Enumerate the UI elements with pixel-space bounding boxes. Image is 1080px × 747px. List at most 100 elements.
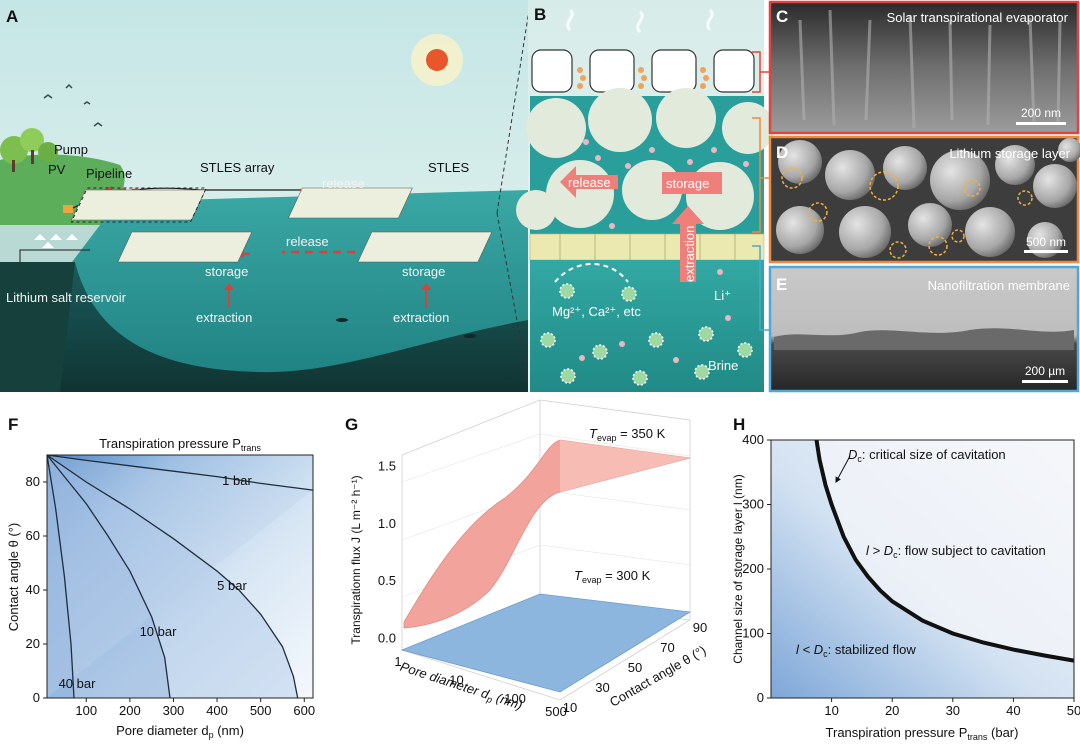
label-b-ions: Mg²⁺, Ca²⁺, etc (552, 304, 641, 319)
label-pv: PV (48, 162, 66, 177)
panel-b-letter: B (534, 5, 546, 24)
storage-box (662, 172, 722, 194)
x-tick-label: 40 (1006, 703, 1020, 718)
h-annot-dc: Dc: critical size of cavitation (848, 447, 1006, 464)
z-tick-label: 1.5 (378, 458, 396, 473)
label-extraction-2: extraction (393, 310, 449, 325)
sem-d-spheres (776, 138, 1080, 258)
fish-icon (336, 318, 476, 338)
y-tick-label: 60 (26, 528, 40, 543)
zoom-lines (496, 3, 531, 391)
scale-bar-c (1016, 122, 1066, 125)
contour-line (46, 454, 75, 699)
surface-300k (400, 593, 692, 693)
x-tick-label: 500 (250, 703, 272, 718)
f-xlabel: Pore diameter dp (nm) (116, 723, 244, 740)
x-tick-label: 400 (206, 703, 228, 718)
birds-icon (43, 83, 103, 127)
label-pump: Pump (54, 142, 88, 157)
x-tick-label: 100 (75, 703, 97, 718)
h-upper-region (816, 440, 1074, 661)
panel-h: H 10 20 30 40 50 0 100 200 300 400 Dc: critical s… (731, 415, 1080, 742)
release-big-arrow (560, 166, 618, 198)
label-extraction-1: extraction (196, 310, 252, 325)
lithium-dots (583, 139, 749, 229)
y-tick-label: 200 (742, 561, 764, 576)
y-tick-label: 100 (742, 626, 764, 641)
seabed (0, 262, 528, 392)
g-zlabel: Transpirationn flux J (L m⁻² h⁻¹) (349, 475, 363, 644)
ion-reject-arrow (554, 263, 629, 283)
x-tick-label: 100 (504, 691, 526, 706)
salt-icon (34, 234, 78, 248)
panel-h-letter: H (733, 415, 745, 434)
axes-f-frame (46, 454, 314, 699)
label-stles: STLES (428, 160, 470, 175)
h-pointer-arrow (835, 455, 851, 484)
heatmap-f-bands (47, 455, 313, 698)
panel-e: E Nanofiltration membrane 200 µm (768, 265, 1080, 393)
contour-label: 40 bar (59, 676, 97, 691)
sem-d-pores (781, 167, 1033, 259)
panel-g-letter: G (345, 415, 358, 434)
g-series-300: Tevap = 300 K (574, 568, 651, 585)
ticks-h: 10 20 30 40 50 0 100 200 300 400 (742, 432, 1080, 718)
label-b-storage: storage (666, 176, 709, 191)
panel-b: B release storage extraction Mg²⁺, Ca²⁺,… (516, 0, 774, 392)
contour-label: 10 bar (140, 624, 178, 639)
label-b-extraction: extraction (682, 226, 697, 282)
y-tick-label: 400 (742, 432, 764, 447)
label-storage-1: storage (205, 264, 248, 279)
stles-array-1 (70, 187, 208, 223)
label-pipeline: Pipeline (86, 166, 132, 181)
heatmap-band (47, 455, 74, 698)
brackets (752, 51, 771, 331)
extraction-big-arrow (672, 206, 704, 282)
x-tick-label: 500 (545, 704, 567, 719)
sem-e-image (768, 265, 1080, 393)
x-tick-label: 200 (119, 703, 141, 718)
label-reservoir: Lithium salt reservoir (6, 290, 127, 305)
contour-line (46, 454, 171, 699)
scale-c: 200 nm (1021, 106, 1061, 120)
heatmap-band (47, 455, 298, 698)
y-tick-label: 70 (660, 640, 674, 655)
stles-array-2 (287, 187, 413, 219)
y-tick-label: 0 (33, 690, 40, 705)
membrane-pores (559, 234, 736, 260)
y-tick-label: 80 (26, 474, 40, 489)
x-tick-label: 50 (1067, 703, 1080, 718)
z-tick-label: 1.0 (378, 516, 396, 531)
membrane (529, 233, 765, 261)
sem-c-image (768, 0, 1080, 135)
trees-icon (0, 128, 58, 172)
panel-f-letter: F (8, 415, 18, 434)
stles-array-4 (357, 231, 493, 263)
h-ylabel: Channel size of storage layer l (nm) (731, 474, 745, 663)
h-xlabel: Transpiration pressure Ptrans (bar) (826, 725, 1019, 742)
heatmap-band (47, 455, 170, 698)
contour-label: 1 bar (222, 473, 252, 488)
sem-e-layer (774, 328, 1074, 350)
label-b-brine: Brine (708, 358, 738, 373)
z-tick-label: 0.0 (378, 631, 396, 646)
x-tick-label: 600 (293, 703, 315, 718)
pipeline-line-2 (19, 249, 90, 262)
y-tick-label: 30 (595, 680, 609, 695)
label-release-2: release (286, 234, 329, 249)
x-tick-label: 20 (885, 703, 899, 718)
x-tick-label: 30 (946, 703, 960, 718)
ticks-f: 100 200 300 400 500 600 0 20 40 60 80 (26, 474, 316, 718)
label-release-1: release (322, 176, 365, 191)
g-series-350: Tevap = 350 K (589, 426, 666, 443)
panel-c: C Solar transpirational evaporator 200 n… (768, 0, 1080, 135)
label-stles-array: STLES array (200, 160, 275, 175)
y-tick-label: 50 (628, 660, 642, 675)
panel-d: D Lithium storage layer 500 nm (768, 135, 1080, 264)
panel-c-title: Solar transpirational evaporator (887, 10, 1069, 25)
contour-line (46, 454, 314, 491)
sun-icon (426, 49, 448, 71)
contour-line (46, 454, 299, 699)
